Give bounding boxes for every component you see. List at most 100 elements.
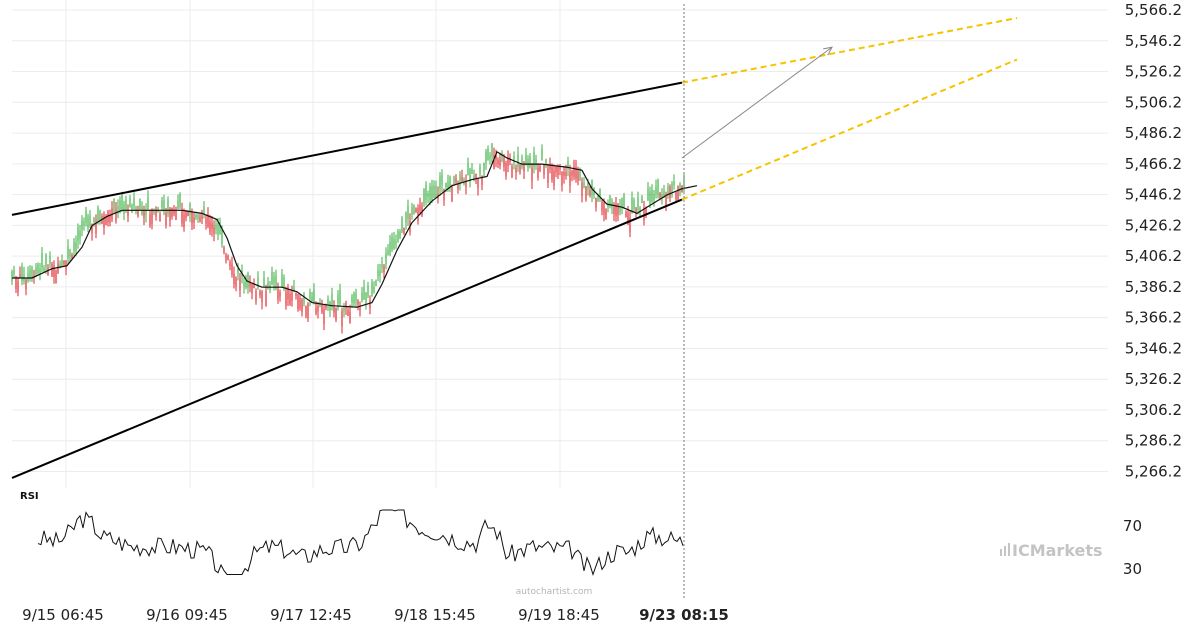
candle-body	[149, 214, 151, 225]
candle-body	[489, 155, 491, 159]
candle-body	[271, 272, 273, 285]
candle-body	[609, 195, 611, 206]
candle-body	[665, 196, 667, 207]
candle-body	[603, 202, 605, 215]
candle-body	[375, 281, 377, 287]
rsi-axis-ticks: 70 30	[1123, 517, 1142, 578]
candle-body	[323, 309, 325, 324]
candle-body	[39, 268, 41, 274]
candle-body	[91, 223, 93, 234]
candle-body	[467, 163, 469, 176]
candle-body	[619, 205, 621, 213]
candle-body	[49, 255, 51, 265]
candle-body	[439, 176, 441, 189]
x-tick-label: 9/17 12:45	[270, 606, 352, 624]
candle-body	[577, 171, 579, 182]
projection-upper-line	[681, 17, 1018, 84]
candle-body	[285, 292, 287, 306]
candle-body	[585, 186, 587, 200]
candle-body	[303, 293, 305, 304]
candle-body	[535, 158, 537, 166]
brand-bars-icon	[1000, 543, 1010, 556]
candle-body	[71, 255, 73, 259]
candle-body	[633, 199, 635, 210]
candle-body	[607, 203, 609, 207]
candle-body	[469, 168, 471, 182]
candle-body	[483, 162, 485, 172]
candle-body	[583, 183, 585, 188]
candle-body	[207, 213, 209, 227]
candle-body	[155, 210, 157, 217]
candle-body	[165, 212, 167, 226]
price-grid	[12, 0, 1108, 488]
candle-body	[651, 189, 653, 202]
candle-body	[611, 201, 613, 208]
candle-body	[445, 183, 447, 188]
candle-body	[381, 263, 383, 268]
candle-body	[615, 203, 617, 217]
candle-body	[599, 188, 601, 200]
candle-body	[397, 231, 399, 242]
candle-body	[557, 166, 559, 176]
candle-body	[169, 208, 171, 222]
candle-body	[337, 294, 339, 304]
candle-body	[187, 211, 189, 217]
candle-body	[193, 217, 195, 223]
candle-body	[541, 148, 543, 161]
candle-body	[649, 191, 651, 206]
candle-body	[51, 263, 53, 277]
candle-body	[251, 283, 253, 294]
candle-body	[677, 186, 679, 201]
candle-body	[415, 208, 417, 213]
candle-body	[679, 183, 681, 193]
candle-body	[629, 217, 631, 233]
y-tick-label: 5,346.2	[1125, 339, 1182, 357]
candle-body	[293, 287, 295, 291]
candle-body	[493, 154, 495, 170]
candle-body	[433, 185, 435, 198]
candle-body	[35, 266, 37, 274]
rsi-polyline	[37, 509, 684, 577]
y-tick-label: 5,526.2	[1125, 63, 1182, 81]
candle-body	[569, 172, 571, 186]
candle-body	[637, 196, 639, 210]
candle-body	[453, 175, 455, 185]
x-tick-label: 9/19 18:45	[518, 606, 600, 624]
rsi-tick-label: 30	[1123, 560, 1142, 578]
candle-body	[29, 269, 31, 279]
candle-body	[497, 160, 499, 165]
candle-body	[13, 270, 15, 275]
candle-body	[481, 175, 483, 185]
y-tick-label: 5,386.2	[1125, 278, 1182, 296]
candle-body	[227, 255, 229, 261]
candle-body	[85, 210, 87, 224]
y-axis-ticks: 5,566.2 5,546.2 5,526.2 5,506.2 5,486.2 5,466…	[1125, 1, 1182, 481]
candle-body	[321, 303, 323, 313]
x-tick-label: 9/18 15:45	[394, 606, 476, 624]
moving-average-line	[12, 150, 698, 308]
candle-body	[487, 148, 489, 160]
candle-body	[105, 216, 107, 226]
candle-body	[551, 166, 553, 180]
brand-logo: ICMarkets	[1000, 541, 1103, 560]
candle-body	[297, 294, 299, 310]
candle-body	[145, 209, 147, 215]
candle-body	[59, 264, 61, 268]
candle-body	[343, 307, 345, 312]
candle-body	[305, 305, 307, 317]
candle-body	[495, 153, 497, 161]
candle-body	[221, 229, 223, 245]
candle-body	[635, 208, 637, 213]
candle-body	[459, 173, 461, 185]
candle-body	[199, 217, 201, 222]
candle-body	[115, 209, 117, 222]
candle-body	[347, 310, 349, 317]
candle-body	[25, 279, 27, 290]
candle-body	[143, 210, 145, 218]
candle-body	[683, 175, 685, 191]
candle-body	[661, 194, 663, 200]
candle-body	[295, 292, 297, 296]
candle-body	[61, 260, 63, 267]
candle-body	[333, 306, 335, 313]
